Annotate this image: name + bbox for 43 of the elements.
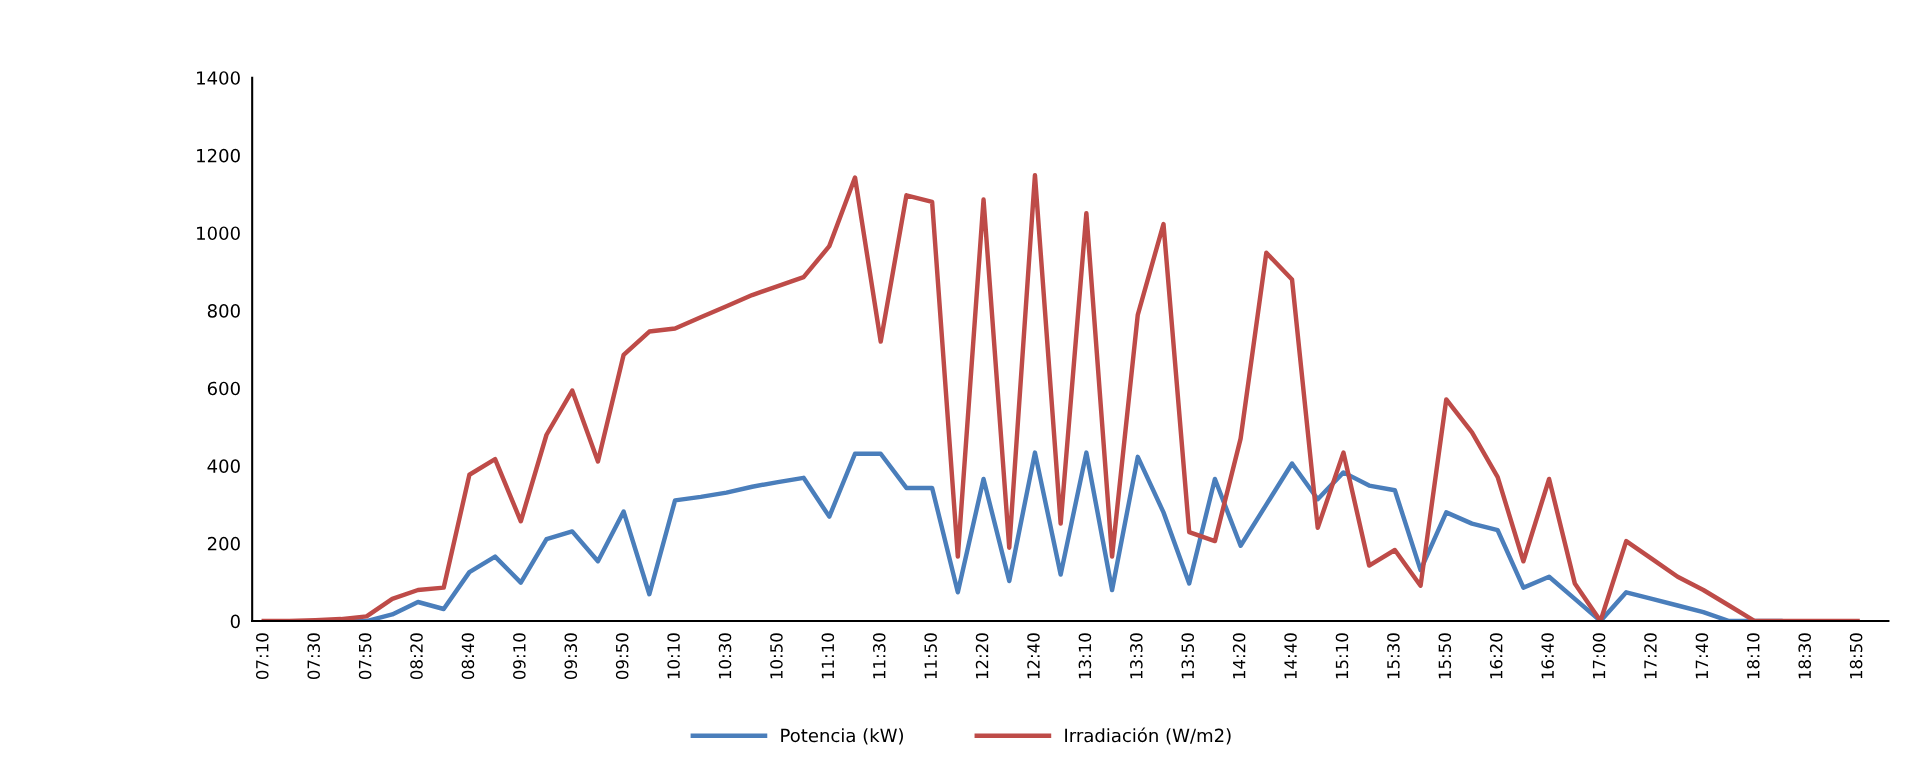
x-tick-label: 08:40: [461, 633, 475, 680]
x-tick-label: 13:30: [1130, 633, 1143, 679]
x-tick-label: 18:10: [1746, 633, 1760, 679]
x-tick-label: 09:10: [513, 633, 526, 680]
y-tick-label: 0: [230, 614, 240, 629]
y-tick-label: 400: [207, 459, 240, 473]
y-tick-label: 1200: [197, 148, 240, 163]
y-tick-label: 600: [207, 381, 240, 396]
x-tick-label: 07:50: [358, 633, 372, 680]
x-tick-label: 15:30: [1387, 633, 1400, 679]
legend-label: Irradiación (W/m2): [1065, 727, 1231, 745]
x-tick-label: 13:50: [1181, 633, 1195, 679]
x-tick-label: 12:40: [1027, 633, 1040, 679]
x-tick-label: 10:30: [718, 633, 732, 679]
line-series: [261, 172, 1860, 622]
x-tick-label: 12:20: [975, 633, 989, 679]
y-tick-label: 200: [207, 536, 240, 551]
x-tick-label: 07:10: [255, 633, 269, 680]
y-tick-label: 1400: [197, 71, 240, 85]
x-tick-label: 18:50: [1849, 633, 1863, 679]
x-tick-label: 14:40: [1284, 633, 1297, 679]
x-tick-label: 13:10: [1078, 633, 1092, 679]
x-tick-label: 07:30: [307, 633, 320, 680]
x-tick-label: 16:40: [1541, 633, 1554, 679]
x-tick-label: 11:10: [821, 633, 835, 679]
x-tick-label: 16:20: [1489, 633, 1503, 679]
x-tick-label: 10:50: [770, 633, 783, 679]
legend-label: Potencia (kW): [781, 728, 903, 745]
x-tick-label: 15:10: [1335, 633, 1349, 679]
x-tick-label: 14:20: [1232, 633, 1246, 679]
x-tick-label: 17:00: [1592, 633, 1606, 679]
y-tick-label: 1000: [197, 226, 240, 241]
x-tick-label: 17:20: [1644, 633, 1657, 679]
x-tick-label: 09:30: [564, 633, 578, 680]
x-tick-label: 18:30: [1798, 633, 1811, 679]
x-tick-label: 11:30: [872, 633, 886, 679]
x-tick-label: 08:20: [410, 633, 423, 680]
x-tick-label: 17:40: [1695, 633, 1709, 679]
x-tick-label: 11:50: [924, 633, 937, 679]
x-tick-label: 09:50: [615, 633, 629, 680]
x-tick-label: 10:10: [667, 633, 680, 679]
y-tick-label: 800: [207, 304, 240, 318]
x-tick-label: 15:50: [1438, 633, 1452, 679]
